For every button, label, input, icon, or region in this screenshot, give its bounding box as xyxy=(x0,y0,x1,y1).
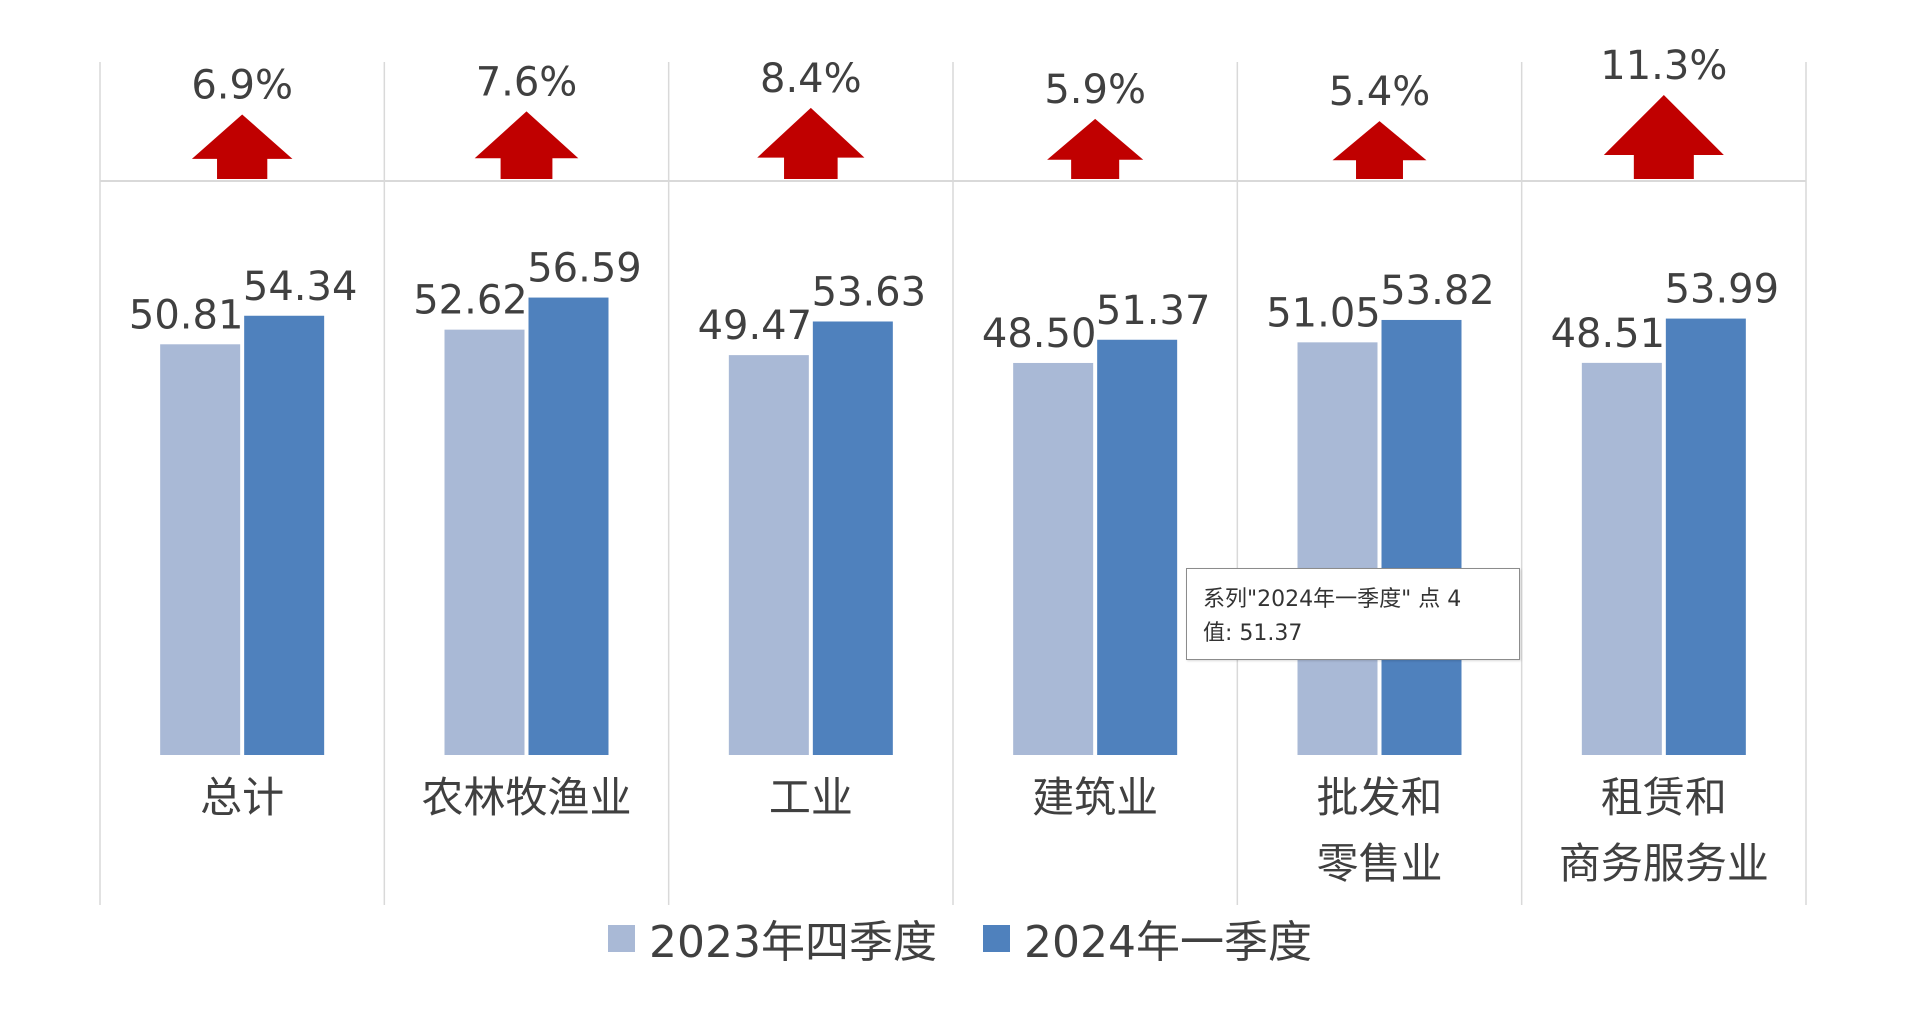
bar-series-2 xyxy=(1097,339,1178,755)
category-label: 租赁和 xyxy=(1601,773,1727,822)
growth-arrow xyxy=(757,107,865,179)
growth-arrow xyxy=(474,111,579,179)
legend-swatch-series-2 xyxy=(983,924,1010,952)
data-label-series-1: 49.47 xyxy=(698,303,813,349)
data-tooltip: 系列"2024年一季度" 点 4 值: 51.37 xyxy=(1186,568,1520,660)
data-label-series-1: 48.50 xyxy=(982,311,1097,357)
data-label-series-2: 53.63 xyxy=(812,269,927,315)
bar-series-1 xyxy=(1581,362,1662,755)
growth-arrow xyxy=(1047,118,1144,179)
legend-label-series-2: 2024年一季度 xyxy=(1024,917,1312,968)
bar-series-1 xyxy=(160,344,241,755)
legend: 2023年四季度 2024年一季度 xyxy=(0,906,1920,970)
category-label: 农林牧渔业 xyxy=(421,773,631,822)
data-label-series-1: 50.81 xyxy=(129,292,244,338)
legend-item-series-2[interactable]: 2024年一季度 xyxy=(983,906,1312,970)
data-label-series-2: 56.59 xyxy=(527,246,642,292)
growth-arrow xyxy=(1332,121,1427,179)
growth-label: 8.4% xyxy=(760,56,862,102)
data-label-series-1: 51.05 xyxy=(1266,290,1381,336)
bar-series-1 xyxy=(1013,362,1094,755)
legend-swatch-series-1 xyxy=(608,924,636,952)
legend-item-series-1[interactable]: 2023年四季度 xyxy=(608,906,937,970)
bar-series-2 xyxy=(1665,318,1746,755)
data-label-series-1: 48.51 xyxy=(1551,311,1666,357)
bar-series-2 xyxy=(812,321,893,755)
legend-label-series-1: 2023年四季度 xyxy=(649,917,937,968)
data-label-series-1: 52.62 xyxy=(413,278,528,324)
category-label: 零售业 xyxy=(1316,839,1442,888)
data-label-series-2: 53.99 xyxy=(1665,267,1780,313)
bar-series-1 xyxy=(728,355,809,755)
growth-label: 7.6% xyxy=(476,59,578,105)
bar-series-1 xyxy=(1297,342,1378,755)
growth-arrow xyxy=(1603,95,1724,179)
category-label: 建筑业 xyxy=(1032,773,1158,822)
data-label-series-2: 53.82 xyxy=(1380,268,1495,314)
bar-series-1 xyxy=(444,329,525,755)
bar-series-2 xyxy=(244,315,325,755)
tooltip-value: 值: 51.37 xyxy=(1203,621,1303,646)
growth-label: 11.3% xyxy=(1600,43,1727,89)
growth-label: 5.4% xyxy=(1329,69,1431,115)
category-label: 工业 xyxy=(769,773,853,822)
bar-series-2 xyxy=(528,297,609,755)
growth-label: 5.9% xyxy=(1044,67,1146,113)
data-label-series-2: 54.34 xyxy=(243,264,358,310)
growth-label: 6.9% xyxy=(191,62,293,108)
bar-series-2 xyxy=(1381,319,1462,755)
category-label: 商务服务业 xyxy=(1559,839,1769,888)
tooltip-series-point: 系列"2024年一季度" 点 4 xyxy=(1203,587,1462,612)
growth-arrow xyxy=(191,114,293,179)
data-label-series-2: 51.37 xyxy=(1096,288,1211,334)
category-label: 总计 xyxy=(200,773,284,822)
category-label: 批发和 xyxy=(1316,773,1442,822)
